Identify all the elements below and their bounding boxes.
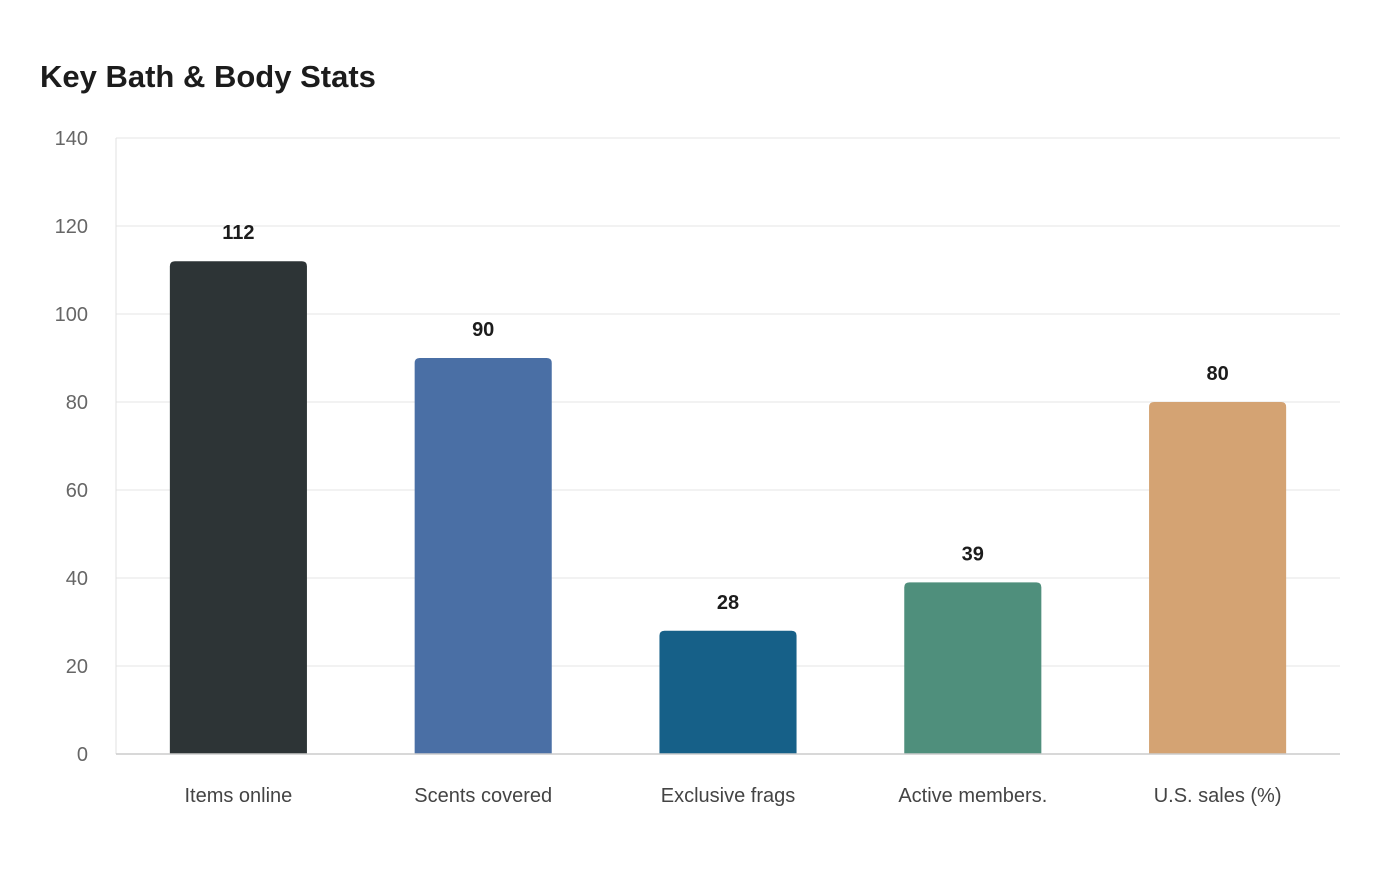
bars (169, 261, 1287, 754)
x-tick-label: Exclusive frags (661, 785, 796, 807)
bar (659, 630, 797, 754)
bar (169, 261, 307, 754)
y-tick-label: 100 (55, 304, 88, 326)
y-axis-ticks: 0 20 40 60 80 100 120 140 (55, 128, 88, 766)
chart-title: Key Bath & Body Stats (40, 59, 376, 94)
value-labels: 112 90 28 39 80 (222, 222, 1228, 614)
x-axis-labels: Items online Scents covered Exclusive frag… (184, 785, 1281, 807)
bar-value-label: 112 (222, 222, 254, 244)
bar-value-label: 90 (472, 319, 494, 341)
x-tick-label: Active members. (898, 785, 1047, 807)
y-tick-label: 140 (55, 128, 88, 150)
gridlines (116, 137, 1340, 667)
bar-value-label: 39 (962, 543, 984, 565)
y-tick-label: 20 (66, 656, 88, 678)
x-tick-label: U.S. sales (%) (1154, 785, 1282, 807)
bar-value-label: 28 (717, 592, 739, 614)
y-tick-label: 40 (66, 568, 88, 590)
bar (904, 582, 1042, 754)
x-tick-label: Items online (184, 785, 292, 807)
x-tick-label: Scents covered (414, 785, 552, 807)
y-tick-label: 0 (77, 744, 88, 766)
y-tick-label: 60 (66, 480, 88, 502)
y-tick-label: 120 (55, 216, 88, 238)
bar (1149, 402, 1287, 754)
y-tick-label: 80 (66, 392, 88, 414)
bar (414, 358, 552, 754)
bar-value-label: 80 (1206, 363, 1228, 385)
